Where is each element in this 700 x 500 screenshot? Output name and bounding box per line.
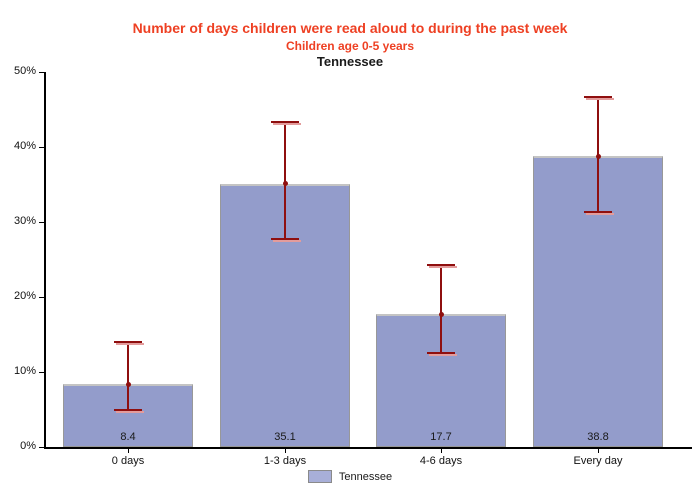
chart-subtitle: Children age 0-5 years (285, 39, 415, 53)
y-axis-tick (39, 222, 44, 223)
error-bar-cap (584, 211, 612, 214)
plot-area (44, 72, 692, 449)
x-axis-tick-label: 4-6 days (419, 455, 463, 467)
y-axis-tick-label: 40% (13, 140, 36, 152)
error-bar-cap (427, 263, 455, 266)
y-axis-tick (39, 147, 44, 148)
error-bar-cap (271, 237, 299, 240)
error-bar-midpoint (282, 181, 288, 187)
bar-value-label: 38.8 (587, 431, 609, 443)
error-bar-cap (427, 351, 455, 354)
x-axis-tick-label: 1-3 days (263, 455, 307, 467)
chart-state-label: Tennessee (316, 54, 384, 69)
error-bar-cap (114, 341, 142, 343)
x-axis-tick (598, 449, 599, 453)
x-axis-tick-label: Every day (573, 455, 623, 467)
error-bar-line (284, 122, 286, 239)
legend-label: Tennessee (338, 470, 393, 483)
chart-title: Number of days children were read aloud … (132, 20, 568, 36)
bar-value-label: 8.4 (120, 431, 136, 443)
y-axis-tick-label: 20% (13, 290, 36, 302)
x-axis-tick-label: 0 days (111, 455, 145, 467)
error-bar-cap (114, 408, 142, 411)
error-bar-midpoint (438, 311, 444, 317)
y-axis-tick-label: 50% (13, 65, 36, 77)
y-axis-tick (39, 372, 44, 373)
bar-value-label: 17.7 (430, 431, 452, 443)
error-bar-line (127, 342, 129, 410)
error-bar-cap (271, 121, 299, 124)
x-axis-tick (285, 449, 286, 453)
y-axis-tick (39, 72, 44, 73)
error-bar-midpoint (125, 381, 131, 387)
x-axis-tick (441, 449, 442, 453)
x-axis-tick (128, 449, 129, 453)
error-bar-line (440, 264, 442, 353)
error-bar-cap (584, 95, 612, 98)
y-axis-tick-label: 0% (20, 440, 36, 452)
bar-value-label: 35.1 (274, 431, 296, 443)
y-axis-tick-label: 10% (13, 365, 36, 377)
error-bar-midpoint (595, 153, 601, 159)
y-axis-tick-label: 30% (13, 215, 36, 227)
y-axis-tick (39, 297, 44, 298)
y-axis-tick (39, 447, 44, 448)
legend: Tennessee (0, 470, 700, 483)
legend-swatch (307, 470, 332, 483)
